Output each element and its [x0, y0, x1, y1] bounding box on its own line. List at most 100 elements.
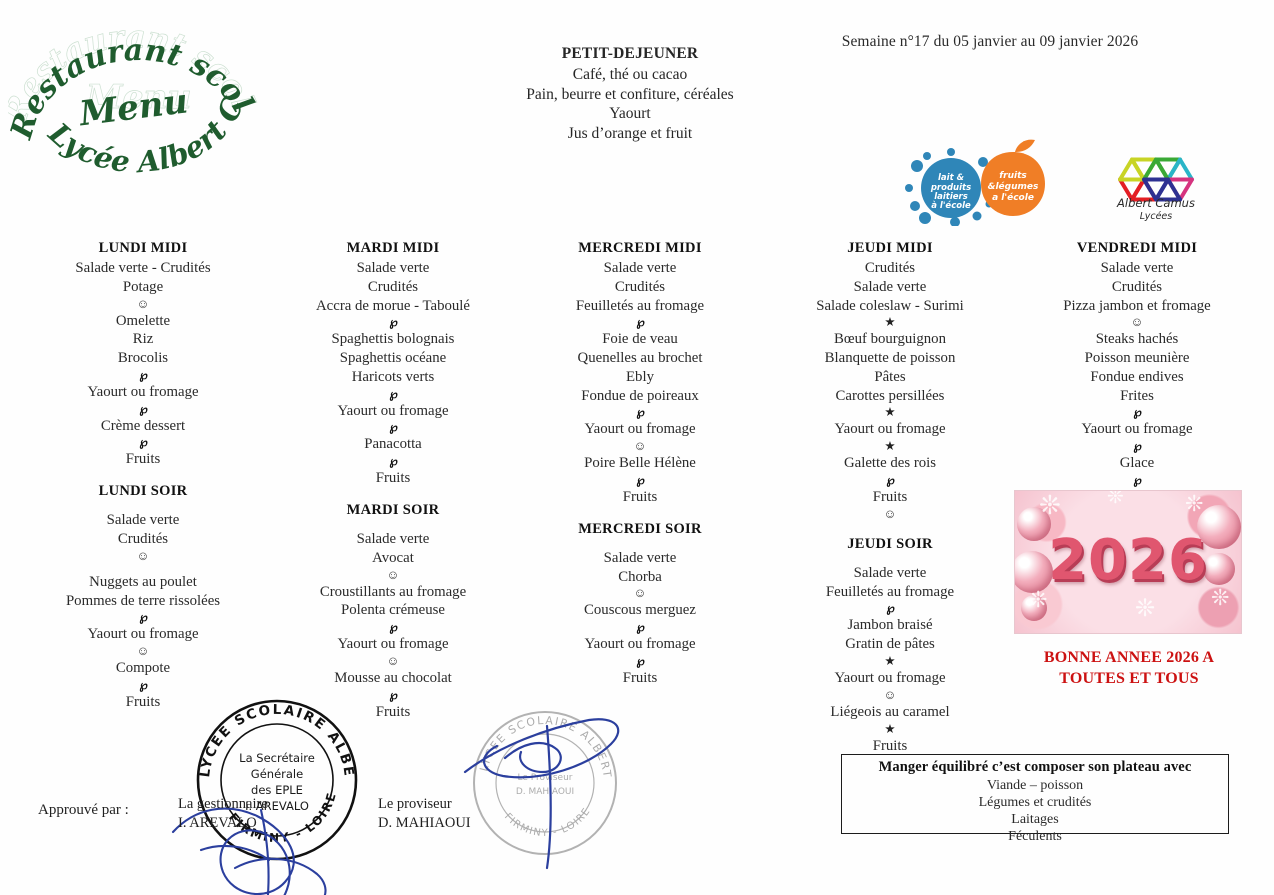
meal-lines: Salade verte Crudités Feuilletés au fromag…: [515, 259, 765, 507]
separator-smiley-icon: ☺: [883, 506, 897, 521]
menu-item: Spaghettis océane: [339, 350, 447, 367]
breakfast-line: Jus d’orange et fruit: [567, 125, 693, 143]
breakfast-line: Café, thé ou cacao: [572, 65, 688, 83]
menu-item: Yaourt ou fromage: [584, 421, 696, 438]
separator-ornament-icon: ℘: [886, 601, 894, 616]
day-column-mercredi: MERCREDI MIDI Salade verte Crudités Feuille…: [515, 240, 765, 688]
meal-title: MARDI SOIR: [346, 502, 440, 519]
balanced-meal-info-box: Manger équilibré c’est composer son plat…: [841, 754, 1229, 844]
new-year-photo: ❊ ❊ ❊ ❊ ❊ ❊ 2026: [1014, 490, 1242, 634]
menu-item: Galette des rois: [843, 455, 937, 472]
svg-text:fruits: fruits: [999, 171, 1027, 181]
menu-item: Pommes de terre rissolées: [65, 592, 221, 609]
menu-item: Glace: [1119, 455, 1155, 472]
menu-item: Crudités: [1111, 278, 1163, 295]
menu-item: Fruits: [125, 693, 161, 710]
principal-signature: [463, 718, 620, 870]
menu-item: Salade verte: [853, 564, 927, 581]
meal-block: VENDREDI MIDI Salade verte Crudités Pizza j…: [1012, 240, 1262, 507]
meal-block: JEUDI SOIR Salade verte Feuilletés au from…: [765, 536, 1015, 755]
meal-block: LUNDI MIDI Salade verte - Crudités Potage ☺…: [18, 240, 268, 469]
separator-ornament-icon: ℘: [1133, 405, 1141, 420]
info-box-title: Manger équilibré c’est composer son plat…: [878, 759, 1192, 775]
menu-item: Compote: [115, 660, 171, 677]
menu-item: Foie de veau: [602, 331, 678, 348]
meal-block: LUNDI SOIR Salade verte Crudités ☺ Nuggets a…: [18, 483, 268, 711]
separator-ornament-icon: ℘: [389, 454, 397, 469]
info-box-line: Viande – poisson: [986, 778, 1084, 793]
menu-item: Mousse au chocolat: [334, 669, 452, 686]
menu-item: Ebly: [626, 368, 654, 385]
separator-ornament-icon: ℘: [139, 367, 147, 382]
menu-item: Fondue endives: [1090, 368, 1184, 385]
separator-ornament-icon: ℘: [886, 473, 894, 488]
menu-item: Salade coleslaw - Surimi: [816, 297, 964, 314]
principal-role: Le proviseur: [378, 796, 452, 812]
snowflake-icon: ❊: [1107, 490, 1124, 508]
separator-smiley-icon: ☺: [633, 439, 647, 454]
signature-area: Approuvé par : LYCEE SCOLAIRE ALBERT CAM…: [0, 690, 700, 895]
separator-star-icon: ★: [884, 721, 896, 736]
svg-text:a l'école: a l'école: [992, 192, 1034, 203]
menu-item: Salade verte: [603, 260, 677, 276]
manager-role: La gestionnaire: [178, 796, 268, 812]
new-year-number: 2026: [1048, 528, 1208, 594]
menu-item: Haricots verts: [351, 368, 435, 385]
menu-item: Fondue de poireaux: [581, 387, 699, 404]
breakfast-line: Pain, beurre et confiture, céréales: [526, 85, 734, 103]
menu-item: Omelette: [115, 312, 171, 329]
menu-item: Brocolis: [117, 350, 169, 367]
menu-item: Fruits: [622, 669, 658, 686]
menu-item: Yaourt ou fromage: [834, 421, 946, 438]
menu-day-columns: LUNDI MIDI Salade verte - Crudités Potage ☺…: [0, 240, 1274, 754]
menu-item: Fruits: [375, 703, 411, 720]
spacer: [18, 502, 268, 511]
separator-smiley-icon: ☺: [386, 567, 400, 582]
menu-item: Crudités: [117, 531, 169, 548]
day-column-mardi: MARDI MIDI Salade verte Crudités Accra de m…: [268, 240, 518, 722]
separator-ornament-icon: ℘: [389, 687, 397, 702]
separator-ornament-icon: ℘: [636, 315, 644, 330]
separator-smiley-icon: ☺: [136, 296, 150, 311]
separator-ornament-icon: ℘: [636, 653, 644, 668]
meal-lines: Salade verte - Crudités Potage ☺ Omelette Ri…: [18, 259, 268, 469]
meal-block: MERCREDI MIDI Salade verte Crudités Feuille…: [515, 240, 765, 507]
meal-lines: Salade verte Chorba ☺ Couscous merguez ℘ Yaou…: [515, 540, 765, 688]
separator-ornament-icon: ℘: [139, 435, 147, 450]
new-year-caption: BONNE ANNEE 2026 A TOUTES ET TOUS: [1010, 648, 1248, 690]
menu-item: Yaourt ou fromage: [834, 669, 946, 686]
menu-item: Yaourt ou fromage: [1081, 421, 1193, 438]
separator-star-icon: ★: [884, 405, 896, 420]
meal-lines: Salade verte Avocat ☺ Croustillants au from…: [268, 521, 518, 721]
meal-title: MARDI MIDI: [346, 240, 440, 256]
principal-signature-label: Le proviseur D. MAHIAOUI: [378, 795, 471, 833]
svg-text:des EPLE: des EPLE: [251, 783, 303, 797]
menu-item: Crème dessert: [100, 417, 186, 434]
menu-item: Fruits: [622, 489, 658, 506]
separator-ornament-icon: ℘: [636, 405, 644, 420]
separator-star-icon: ★: [884, 315, 896, 330]
menu-item: Crudités: [614, 278, 666, 295]
partner-logos: lait & produits laitiers à l'école fruit…: [905, 138, 1215, 233]
spacer: [18, 564, 268, 573]
approved-by-label: Approuvé par :: [38, 802, 129, 818]
menu-item: Poire Belle Hélène: [584, 455, 696, 472]
svg-text:à l'école: à l'école: [931, 200, 971, 211]
separator-ornament-icon: ℘: [389, 420, 397, 435]
menu-item: Nuggets au poulet: [89, 573, 197, 590]
separator-ornament-icon: ℘: [389, 315, 397, 330]
svg-text:D. MAHIAOUI: D. MAHIAOUI: [516, 787, 574, 797]
menu-item: Gratin de pâtes: [845, 636, 935, 653]
menu-item: Panacotta: [364, 436, 422, 453]
info-box-line: Légumes et crudités: [978, 795, 1092, 811]
menu-item: Avocat: [372, 549, 414, 566]
school-restaurant-logo: Restaurant scolaire Menu Restaurant scol…: [8, 4, 258, 209]
meal-lines: Salade verte Crudités Accra de morue - Tab…: [268, 259, 518, 488]
menu-item: Spaghettis bolognais: [331, 331, 455, 348]
manager-name: I. AREVALO: [178, 815, 257, 832]
menu-item: Chorba: [618, 568, 662, 585]
separator-star-icon: ★: [884, 653, 896, 668]
separator-ornament-icon: ℘: [636, 473, 644, 488]
separator-smiley-icon: ☺: [136, 548, 150, 563]
menu-item: Fruits: [872, 489, 908, 506]
